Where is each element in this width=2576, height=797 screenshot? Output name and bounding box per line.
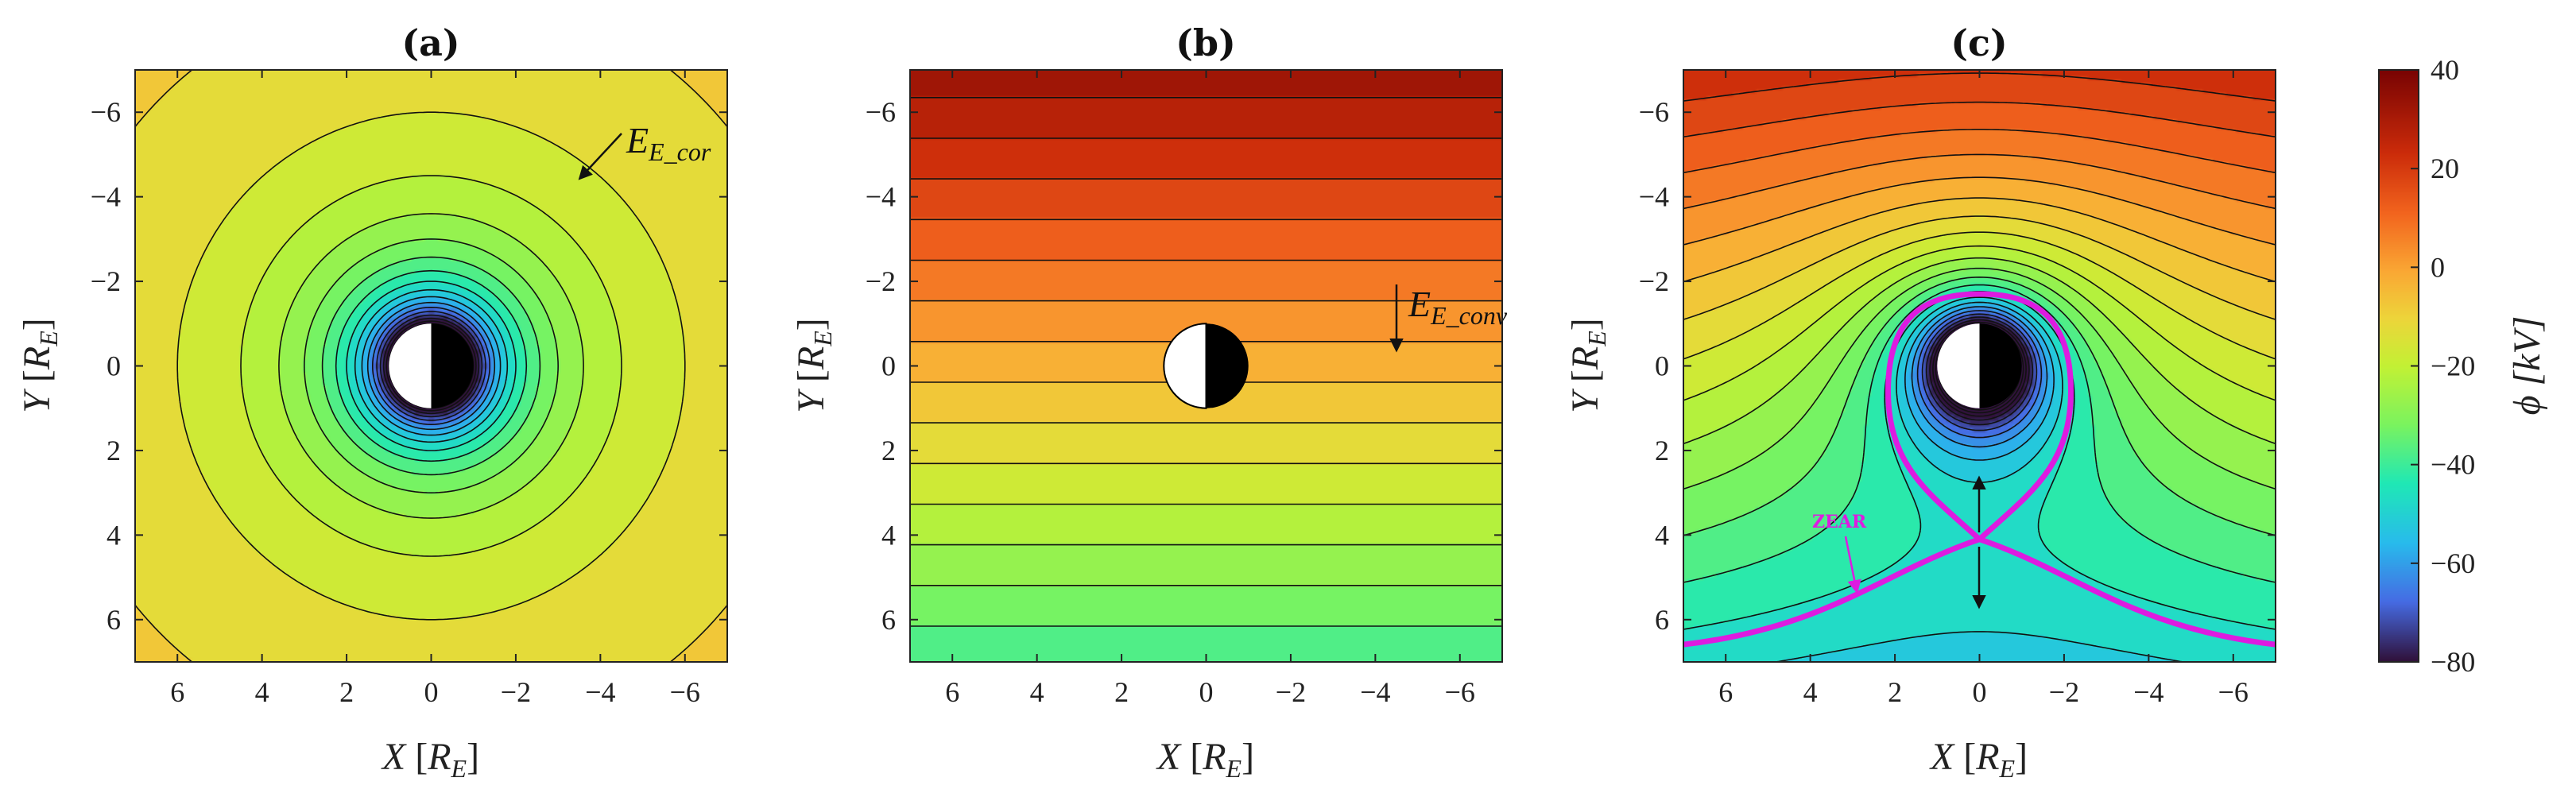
y-tick-label: −4 bbox=[91, 181, 121, 213]
x-tick-label: 0 bbox=[1973, 676, 1987, 708]
x-tick-label: −6 bbox=[2218, 676, 2249, 708]
x-tick-label: −6 bbox=[1445, 676, 1475, 708]
x-tick-label: −2 bbox=[2049, 676, 2079, 708]
x-tick-label: −6 bbox=[670, 676, 700, 708]
x-tick-label: 2 bbox=[339, 676, 354, 708]
x-tick-label: 4 bbox=[1030, 676, 1044, 708]
y-tick-label: 2 bbox=[1655, 435, 1669, 466]
earth-dayside bbox=[389, 323, 432, 408]
y-tick-label: 4 bbox=[881, 519, 896, 551]
zear-label: ZEAR bbox=[1812, 512, 1867, 532]
y-tick-label: 0 bbox=[107, 350, 121, 382]
earth-nightside bbox=[1206, 323, 1249, 408]
earth-dayside bbox=[1937, 323, 1980, 408]
y-tick-label: 6 bbox=[107, 604, 121, 636]
x-tick-label: 4 bbox=[1803, 676, 1818, 708]
x-tick-label: −2 bbox=[501, 676, 531, 708]
earth-dayside bbox=[1163, 323, 1207, 409]
colorbar-tick-label: 0 bbox=[2431, 251, 2445, 283]
x-tick-label: −4 bbox=[1360, 676, 1390, 708]
x-tick-label: −4 bbox=[2133, 676, 2163, 708]
y-tick-label: 4 bbox=[107, 519, 121, 551]
y-tick-label: −6 bbox=[866, 96, 896, 128]
panel-a-title: (a) bbox=[401, 21, 459, 64]
colorbar-tick-label: −40 bbox=[2431, 449, 2475, 481]
y-tick-label: −4 bbox=[866, 181, 896, 213]
panel-a-earth bbox=[389, 323, 474, 408]
zear-pointer-arrow bbox=[1844, 536, 1861, 594]
contour-lines bbox=[910, 97, 1502, 627]
colorbar-tick-label: 40 bbox=[2431, 54, 2459, 86]
colorbar-tick-label: 20 bbox=[2431, 153, 2459, 184]
panel-a-ylabel: Y [RE] bbox=[16, 318, 63, 413]
x-tick-label: −2 bbox=[1276, 676, 1306, 708]
colorbar: 40 20 0 −20 −40 −60 −80 ϕ [kV] bbox=[2378, 54, 2548, 678]
x-tick-label: 0 bbox=[424, 676, 439, 708]
panel-c: (c) ZEAR 6 4 2 0 −2 −4 −6 −6 −4 −2 0 2 4 6 X [RE] Y [… bbox=[1564, 21, 2276, 783]
panel-b-ylabel: Y [RE] bbox=[790, 318, 837, 413]
panel-c-axes: 6 4 2 0 −2 −4 −6 −6 −4 −2 0 2 4 6 bbox=[1639, 70, 2276, 708]
colorbar-label: ϕ [kV] bbox=[2506, 316, 2548, 416]
y-tick-label: 0 bbox=[881, 350, 896, 382]
y-tick-label: −6 bbox=[91, 96, 121, 128]
earth-nightside bbox=[1979, 323, 2022, 408]
x-tick-label: 2 bbox=[1114, 676, 1129, 708]
x-tick-label: 2 bbox=[1888, 676, 1902, 708]
y-tick-label: −2 bbox=[866, 265, 896, 297]
panel-b-title: (b) bbox=[1176, 21, 1236, 64]
y-tick-label: −2 bbox=[1639, 265, 1669, 297]
y-tick-label: −4 bbox=[1639, 181, 1669, 213]
y-tick-label: 6 bbox=[1655, 604, 1669, 636]
panel-c-title: (c) bbox=[1950, 21, 2008, 64]
panel-c-xlabel: X [RE] bbox=[1929, 736, 2028, 783]
panel-b-axes: 6 4 2 0 −2 −4 −6 −6 −4 −2 0 2 4 6 bbox=[866, 70, 1502, 708]
x-tick-label: −4 bbox=[585, 676, 615, 708]
y-tick-label: −6 bbox=[1639, 96, 1669, 128]
panel-a-xlabel: X [RE] bbox=[381, 736, 479, 783]
x-tick-label: 6 bbox=[1718, 676, 1733, 708]
colorbar-tick-label: −20 bbox=[2431, 350, 2475, 382]
y-tick-label: 2 bbox=[107, 435, 121, 466]
panel-b-contours bbox=[910, 97, 1502, 627]
colorbar-tick-label: −60 bbox=[2431, 547, 2475, 579]
panel-c-earth bbox=[1937, 323, 2022, 408]
colorbar-tick-label: −80 bbox=[2431, 646, 2475, 678]
y-tick-label: 4 bbox=[1655, 519, 1669, 551]
x-tick-label: 0 bbox=[1199, 676, 1214, 708]
corotation-field-arrow bbox=[578, 133, 622, 180]
zear-boundary-curve bbox=[1683, 291, 2276, 648]
panel-c-ylabel: Y [RE] bbox=[1564, 318, 1611, 413]
y-tick-label: 2 bbox=[881, 435, 896, 466]
panel-b-earth bbox=[1163, 323, 1249, 409]
x-tick-label: 6 bbox=[945, 676, 959, 708]
panel-a-axes: 6 4 2 0 −2 −4 −6 −6 −4 −2 0 2 4 6 bbox=[91, 70, 727, 708]
y-tick-label: 6 bbox=[881, 604, 896, 636]
x-tick-label: 4 bbox=[255, 676, 269, 708]
x-tick-label: 6 bbox=[170, 676, 184, 708]
earth-nightside bbox=[431, 323, 474, 408]
y-tick-label: −2 bbox=[91, 265, 121, 297]
colorbar-ticks: 40 20 0 −20 −40 −60 −80 bbox=[2411, 54, 2475, 678]
panel-b-xlabel: X [RE] bbox=[1156, 736, 1254, 783]
y-tick-label: 0 bbox=[1655, 350, 1669, 382]
